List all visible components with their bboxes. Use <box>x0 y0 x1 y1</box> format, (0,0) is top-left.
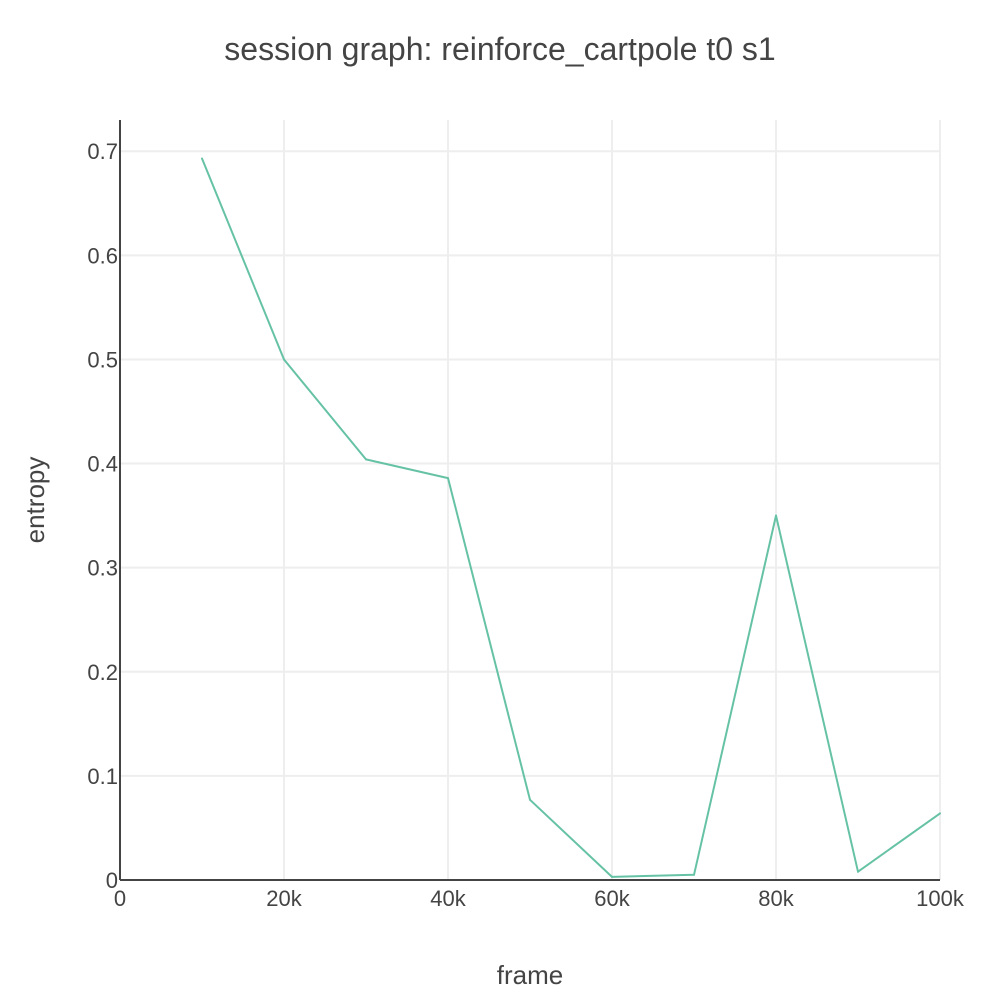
x-tick-label: 80k <box>758 886 794 911</box>
data-point <box>775 514 777 517</box>
y-tick-label: 0.4 <box>87 452 118 477</box>
data-point <box>939 812 941 815</box>
data-point <box>365 458 367 461</box>
y-tick-label: 0.1 <box>87 764 118 789</box>
y-tick-label: 0.6 <box>87 243 118 268</box>
data-point <box>201 157 203 160</box>
data-point <box>283 358 285 361</box>
gridlines <box>120 120 941 880</box>
y-tick-label: 0.2 <box>87 660 118 685</box>
x-tick-label: 40k <box>430 886 466 911</box>
axes <box>119 120 940 881</box>
series <box>201 157 941 878</box>
chart-title: session graph: reinforce_cartpole t0 s1 <box>224 31 775 67</box>
data-point <box>693 873 695 876</box>
x-tick-label: 20k <box>266 886 302 911</box>
data-point <box>611 875 613 878</box>
x-axis-label: frame <box>497 960 563 990</box>
data-point <box>857 870 859 873</box>
x-tick-label: 100k <box>916 886 965 911</box>
y-tick-label: 0.5 <box>87 347 118 372</box>
x-tick-label: 0 <box>114 886 126 911</box>
y-axis-label: entropy <box>20 457 50 544</box>
data-point <box>447 477 449 480</box>
tick-labels: 0 20k 40k 60k 80k 100k 0 0.1 0.2 0.3 0.4 0.5 0.6 0.7 <box>87 139 964 911</box>
y-tick-label: 0 <box>106 868 118 893</box>
x-tick-label: 60k <box>594 886 630 911</box>
data-point <box>529 798 531 801</box>
y-tick-label: 0.7 <box>87 139 118 164</box>
y-tick-label: 0.3 <box>87 556 118 581</box>
series-line <box>201 158 941 878</box>
